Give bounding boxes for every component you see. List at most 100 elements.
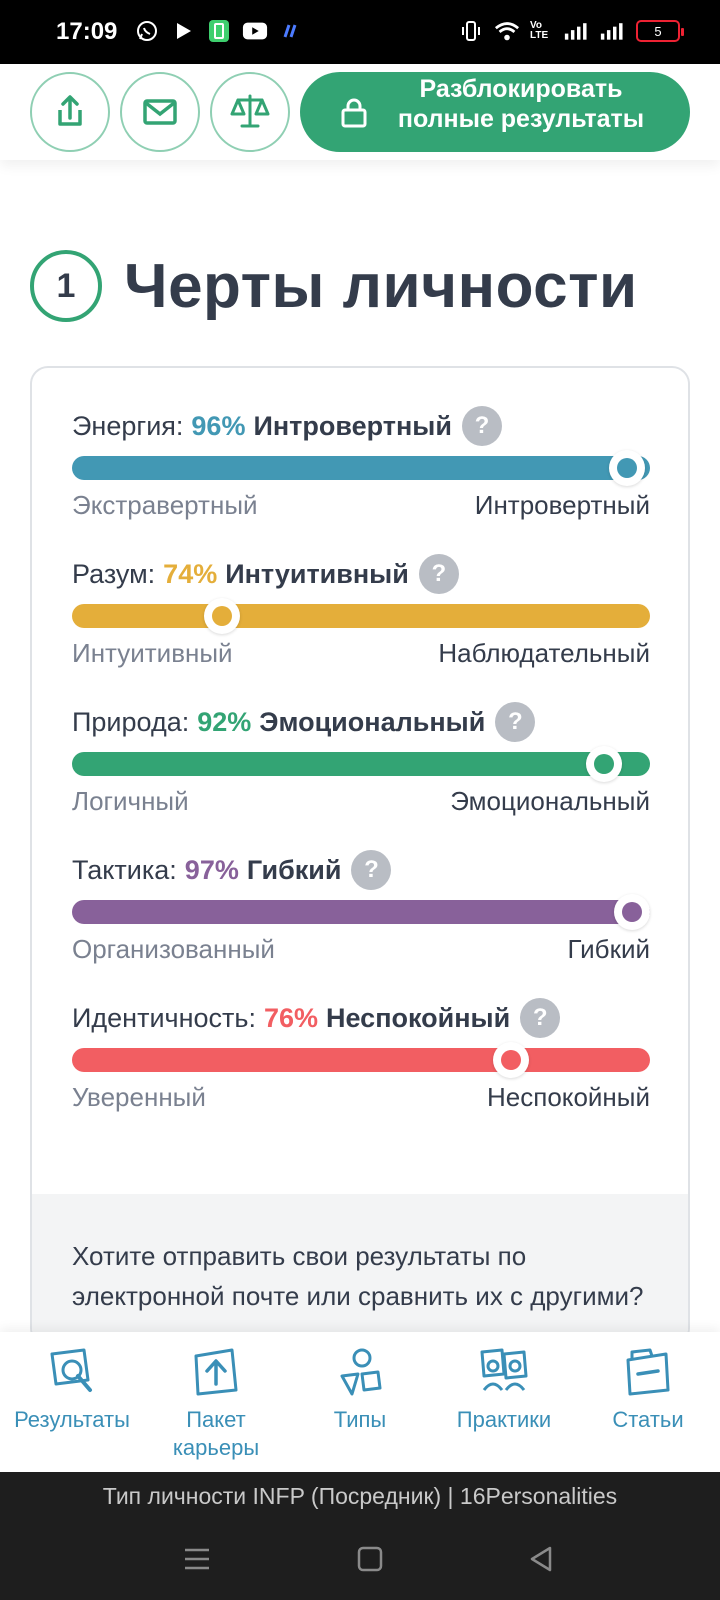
back-icon[interactable] — [526, 1544, 556, 1574]
trait-dominant: Неспокойный — [326, 1002, 511, 1033]
bottom-navigation: Результаты Пакет карьеры Типы Практики С… — [0, 1332, 720, 1472]
trait-left-label: Логичный — [72, 786, 189, 816]
nav-label: Статьи — [612, 1407, 684, 1432]
help-icon[interactable]: ? — [418, 554, 459, 594]
nav-types[interactable]: Типы — [288, 1344, 432, 1434]
help-icon[interactable]: ? — [520, 998, 561, 1038]
trait-ends: Логичный Эмоциональный — [72, 786, 650, 817]
trait-row: Идентичность: 76% Неспокойный? Уверенный Нес… — [72, 998, 650, 1113]
trait-slider-knob — [614, 894, 650, 930]
trait-bar — [72, 598, 650, 634]
system-icons: Vo LTE 5 — [458, 18, 684, 44]
nav-label: Пакет карьеры — [172, 1407, 260, 1460]
home-icon[interactable] — [356, 1544, 384, 1574]
notification-icons — [134, 18, 304, 44]
trait-right-label: Неспокойный — [487, 1082, 650, 1112]
section-number: 1 — [30, 250, 102, 322]
mail-icon — [143, 99, 177, 125]
nav-practices[interactable]: Практики — [432, 1344, 576, 1434]
browser-icon — [278, 18, 304, 44]
signal-icon-2 — [600, 18, 626, 44]
page-title: Тип личности INFP (Посредник) | 16Person… — [102, 1482, 618, 1509]
trait-label: Природа: — [72, 706, 190, 737]
battery-level: 5 — [654, 23, 662, 39]
nav-label: Практики — [456, 1407, 552, 1432]
trait-right-label: Эмоциональный — [450, 786, 650, 816]
traits-card: Энергия: 96% Интровертный? Экстравертный Инт… — [30, 366, 690, 1346]
scales-icon — [230, 94, 270, 128]
menu-icon[interactable] — [182, 1544, 212, 1574]
trait-slider-knob — [204, 598, 241, 634]
trait-right-label: Гибкий — [567, 934, 650, 964]
lock-icon — [341, 98, 367, 128]
trait-percent: 97% — [184, 854, 239, 885]
share-prompt-text: Хотите отправить свои результаты по элек… — [72, 1241, 644, 1311]
status-bar: 17:09 Vo LTE 5 — [0, 0, 720, 64]
email-button[interactable] — [120, 72, 200, 152]
wifi-icon — [494, 18, 520, 44]
trait-percent: 92% — [197, 706, 252, 737]
nav-label: Типы — [333, 1407, 387, 1432]
trait-right-label: Наблюдательный — [438, 638, 650, 668]
help-icon[interactable]: ? — [461, 406, 502, 446]
trait-ends: Уверенный Неспокойный — [72, 1082, 650, 1113]
trait-bar — [72, 450, 650, 486]
trait-ends: Интуитивный Наблюдательный — [72, 638, 650, 669]
nav-career-pack[interactable]: Пакет карьеры — [144, 1344, 288, 1462]
volte-label: Vo LTE — [530, 20, 549, 41]
battery-indicator: 5 — [636, 20, 684, 42]
trait-bar — [72, 746, 650, 782]
trait-left-label: Экстравертный — [72, 490, 258, 520]
articles-icon — [626, 1348, 670, 1396]
signal-icon — [564, 18, 590, 44]
unlock-label: Разблокировать полные результаты — [397, 75, 645, 133]
play-icon — [170, 18, 196, 44]
trait-label: Тактика: — [72, 854, 177, 885]
card-footer: Хотите отправить свои результаты по элек… — [32, 1194, 688, 1344]
trait-bar — [72, 1042, 650, 1078]
youtube-icon — [242, 18, 268, 44]
trait-percent: 96% — [191, 410, 246, 441]
trait-row: Тактика: 97% Гибкий? Организованный Гибкий — [72, 850, 650, 965]
nav-label: Результаты — [14, 1407, 130, 1432]
whatsapp-icon — [134, 18, 160, 44]
trait-right-label: Интровертный — [474, 490, 650, 520]
help-icon[interactable]: ? — [495, 702, 536, 742]
trait-dominant: Интровертный — [253, 410, 452, 441]
trait-left-label: Интуитивный — [72, 638, 233, 668]
trait-dominant: Гибкий — [246, 854, 342, 885]
trait-percent: 74% — [163, 558, 218, 589]
types-icon — [340, 1348, 382, 1396]
share-button[interactable] — [30, 72, 110, 152]
trait-slider-knob — [608, 450, 645, 486]
results-icon — [50, 1348, 92, 1392]
trait-label: Энергия: — [72, 410, 184, 441]
practices-icon — [480, 1348, 528, 1391]
trait-percent: 76% — [263, 1002, 319, 1033]
trait-label: Идентичность: — [72, 1002, 256, 1033]
help-icon[interactable]: ? — [351, 850, 392, 890]
trait-heading: Природа: 92% Эмоциональный? — [72, 702, 650, 742]
trait-dominant: Эмоциональный — [259, 706, 486, 737]
trait-left-label: Организованный — [72, 934, 275, 964]
trait-slider-knob — [493, 1042, 530, 1078]
battery-saver-icon — [206, 18, 232, 44]
vibrate-icon — [458, 18, 484, 44]
nav-articles[interactable]: Статьи — [576, 1344, 720, 1434]
system-navigation — [0, 1520, 720, 1600]
trait-heading: Энергия: 96% Интровертный? — [72, 406, 650, 446]
trait-ends: Организованный Гибкий — [72, 934, 650, 965]
trait-heading: Идентичность: 76% Неспокойный? — [72, 998, 650, 1038]
page-title-bar: Тип личности INFP (Посредник) | 16Person… — [0, 1472, 720, 1520]
trait-row: Разум: 74% Интуитивный? Интуитивный Наблюдат… — [72, 554, 650, 669]
trait-dominant: Интуитивный — [225, 558, 409, 589]
trait-ends: Экстравертный Интровертный — [72, 490, 650, 521]
trait-left-label: Уверенный — [72, 1082, 206, 1112]
status-time: 17:09 — [56, 18, 118, 45]
trait-label: Разум: — [72, 558, 156, 589]
compare-button[interactable] — [210, 72, 290, 152]
action-bar: Разблокировать полные результаты — [0, 64, 720, 160]
trait-row: Природа: 92% Эмоциональный? Логичный Эмоцион… — [72, 702, 650, 817]
nav-results[interactable]: Результаты — [0, 1344, 144, 1434]
unlock-results-button[interactable]: Разблокировать полные результаты — [300, 72, 690, 152]
